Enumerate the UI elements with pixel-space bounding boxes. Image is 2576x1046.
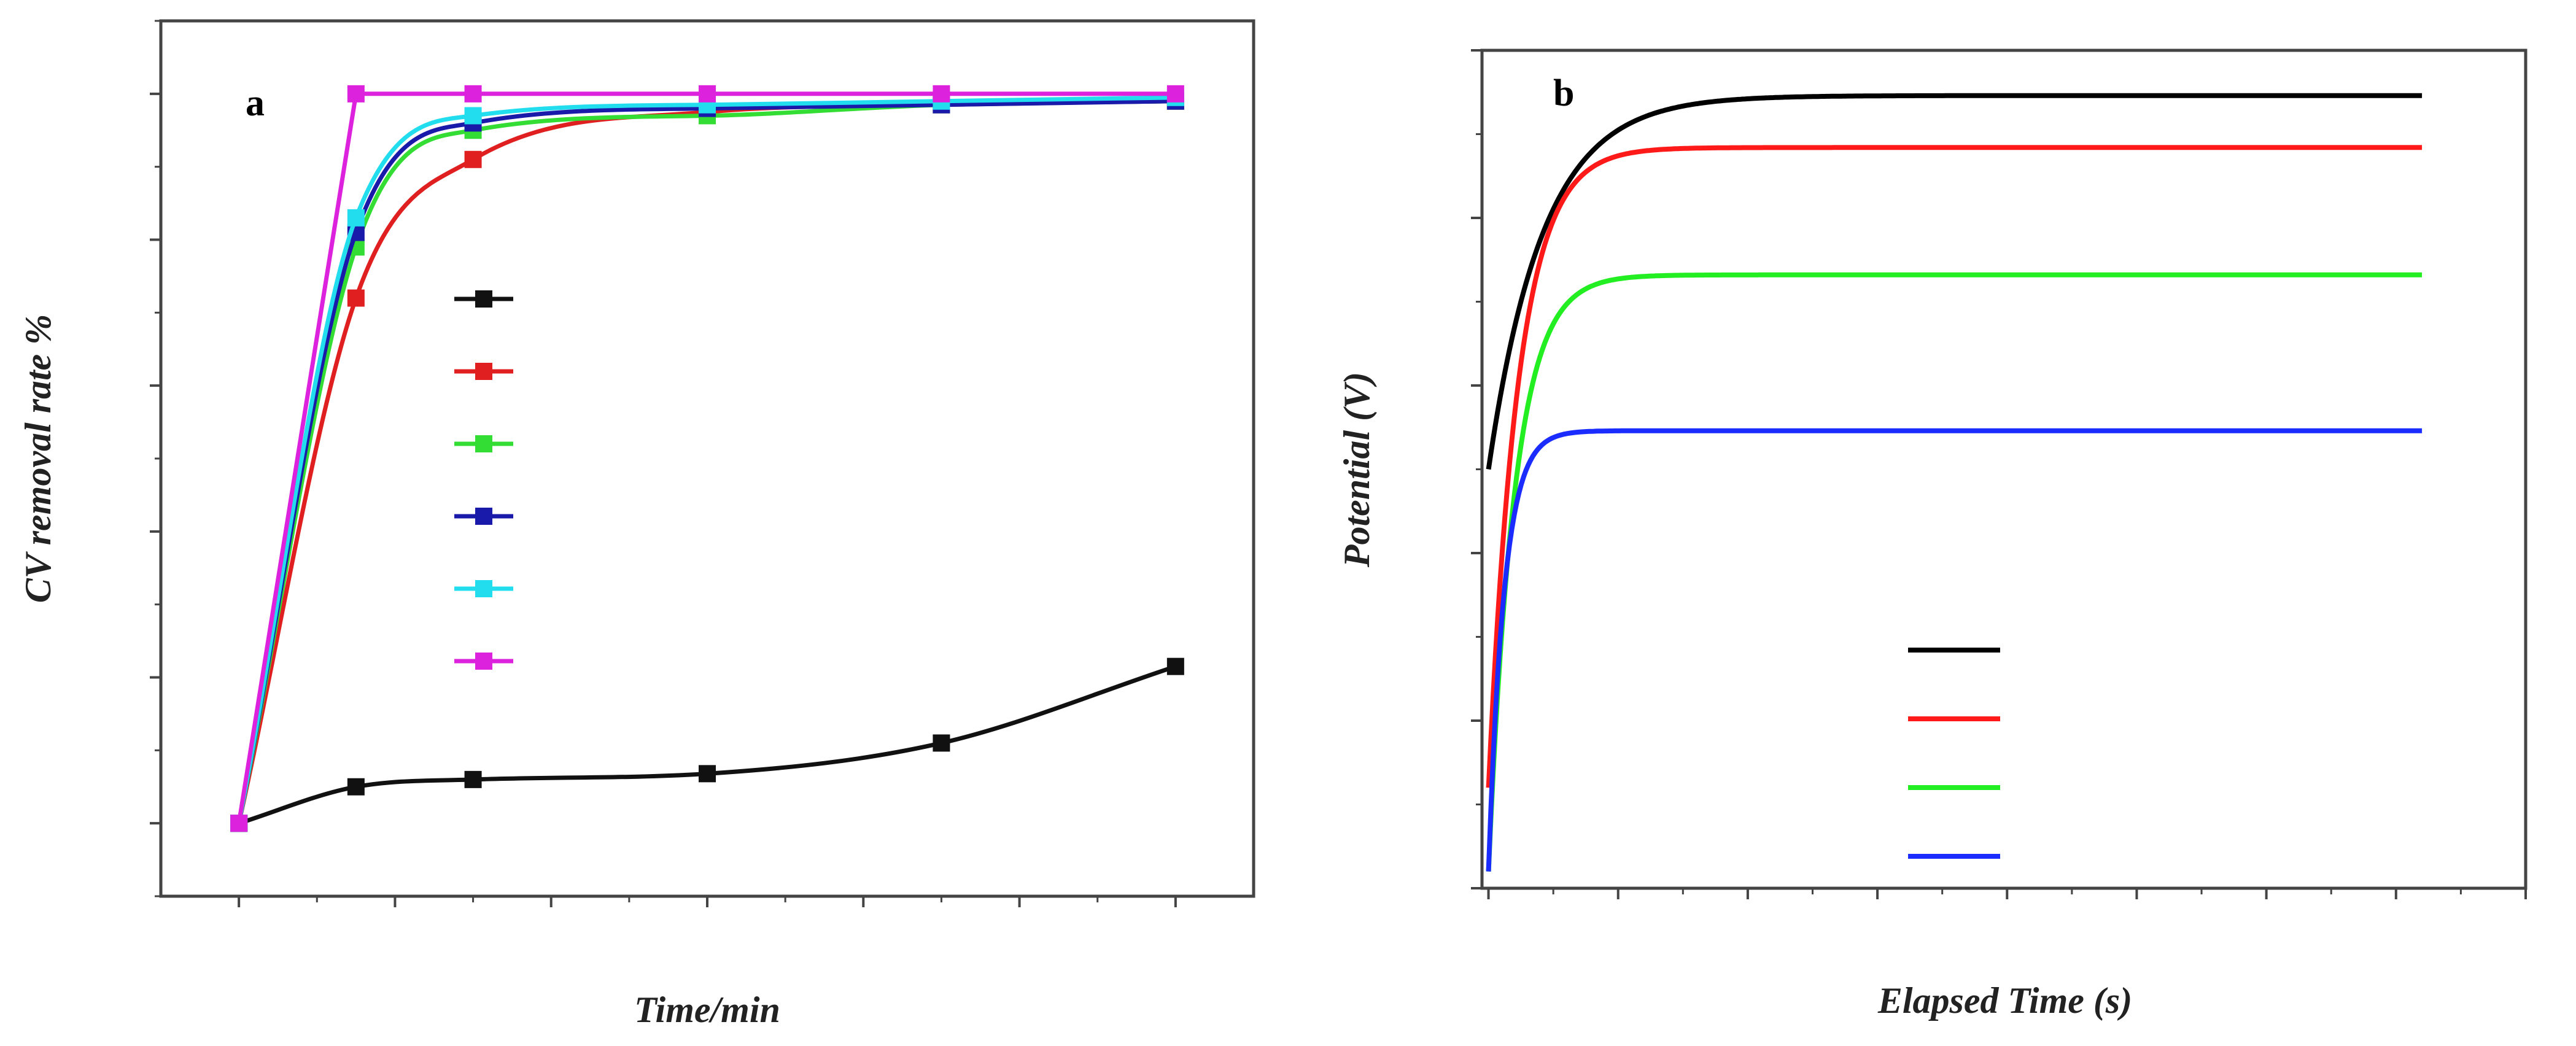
panel-b: b Elapsed Time (s) Potential (V) xyxy=(1336,48,2528,1021)
a-series-marker xyxy=(464,107,482,125)
a-series-marker xyxy=(347,85,365,103)
panel-a-frame xyxy=(159,19,1255,898)
a-series-marker xyxy=(699,85,716,103)
a-series-marker xyxy=(464,770,482,788)
a-legend-swatch-marker xyxy=(475,435,492,452)
a-series-marker xyxy=(464,85,482,103)
panel-b-xlabel: Elapsed Time (s) xyxy=(1877,980,2132,1021)
panel-a-label: a xyxy=(246,82,265,124)
a-series-marker xyxy=(1166,85,1184,103)
a-series-marker xyxy=(933,734,950,752)
panel-b-ylabel: Potential (V) xyxy=(1336,372,1377,568)
b-series-line xyxy=(1486,272,2423,872)
b-series-line xyxy=(1486,93,2423,470)
panel-b-label: b xyxy=(1553,72,1574,114)
a-series-line xyxy=(236,99,1176,824)
a-series-marker xyxy=(347,289,365,307)
panel-a-xlabel: Time/min xyxy=(634,990,780,1030)
a-legend-swatch-marker xyxy=(475,363,492,380)
a-series-line xyxy=(236,95,1176,824)
a-series-marker xyxy=(699,765,716,783)
a-legend-swatch-marker xyxy=(475,290,492,308)
panel-b-frame xyxy=(1480,48,2528,890)
panel-a: a Time/min CV removal rate % xyxy=(18,19,1255,1030)
a-legend-swatch-marker xyxy=(475,653,492,670)
a-series-line xyxy=(236,91,1176,824)
a-legend-swatch-marker xyxy=(475,508,492,525)
a-series-marker xyxy=(1166,657,1184,675)
a-series-line xyxy=(238,664,1176,826)
a-series-marker xyxy=(230,815,248,832)
b-series-line xyxy=(1486,428,2423,872)
a-series-marker xyxy=(464,150,482,168)
a-series-marker xyxy=(347,778,365,796)
a-series-marker xyxy=(347,209,365,227)
a-legend-swatch-marker xyxy=(475,580,492,597)
panel-a-ylabel: CV removal rate % xyxy=(18,314,58,603)
b-series-line xyxy=(1486,145,2423,788)
a-series-marker xyxy=(933,85,950,103)
